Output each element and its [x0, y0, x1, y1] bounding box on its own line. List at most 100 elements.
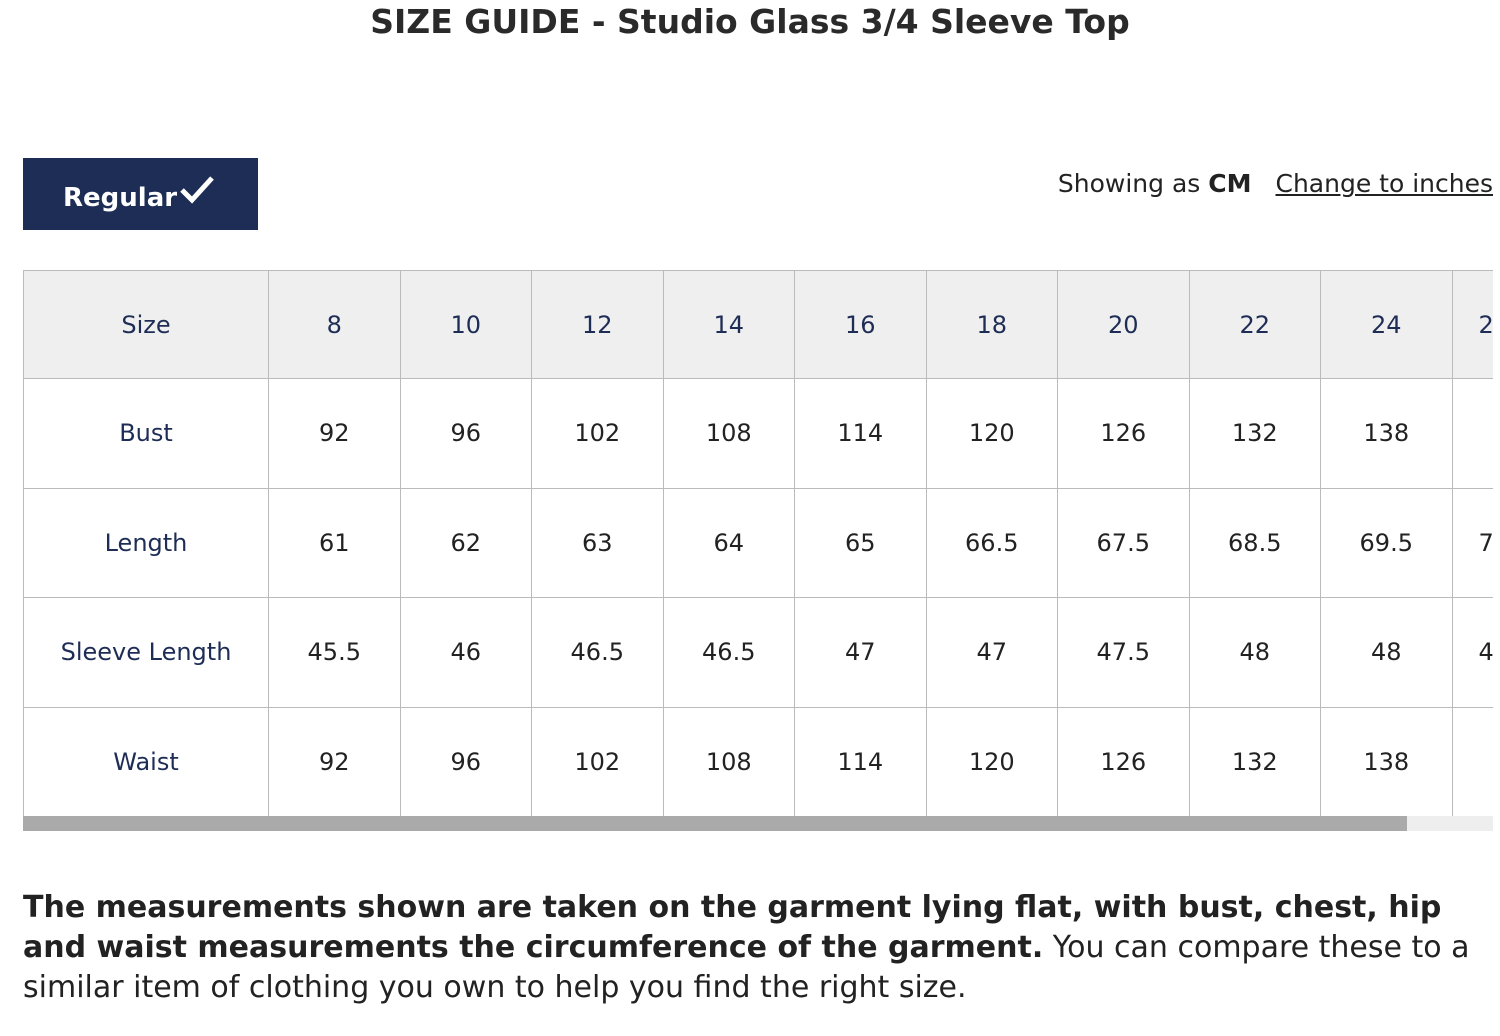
cell-text: 102: [574, 419, 621, 448]
value-cell: 114: [794, 706, 927, 817]
cell-text: 92: [318, 747, 350, 776]
cell-text: 18: [976, 310, 1008, 339]
header-cell: 2: [1451, 270, 1493, 379]
cell-text: 46.5: [702, 638, 756, 667]
fit-button[interactable]: Regular: [23, 158, 258, 230]
value-cell: 47: [794, 597, 927, 708]
value-cell: [1451, 706, 1493, 817]
cell-text: 132: [1231, 747, 1278, 776]
cell-text: 14: [713, 310, 745, 339]
value-cell: 46.5: [662, 597, 795, 708]
cell-text: Length: [104, 528, 188, 557]
row-label: Bust: [23, 378, 269, 489]
units: Showing as CM Change to inches: [1058, 166, 1493, 202]
cell-text: 61: [318, 528, 350, 557]
header-cell: 12: [531, 270, 664, 379]
header-cell: 8: [268, 270, 401, 379]
value-cell: 126: [1057, 706, 1190, 817]
value-cell: 62: [399, 487, 532, 598]
cell-text: 8: [326, 310, 342, 339]
cell-text: 96: [450, 747, 482, 776]
cell-text: Size: [121, 310, 171, 339]
value-cell: 126: [1057, 378, 1190, 489]
value-cell: 102: [531, 378, 664, 489]
value-cell: 46.5: [531, 597, 664, 708]
cell-text: 132: [1231, 419, 1278, 448]
value-cell: 4: [1451, 597, 1493, 708]
cell-text: 22: [1239, 310, 1271, 339]
fit-label: Regular: [63, 183, 178, 213]
scroll-thumb[interactable]: [23, 816, 1407, 831]
value-cell: 65: [794, 487, 927, 598]
value-cell: 64: [662, 487, 795, 598]
value-cell: 96: [399, 378, 532, 489]
value-cell: 92: [268, 378, 401, 489]
cell-text: 47.5: [1096, 638, 1150, 667]
cell-text: Sleeve Length: [60, 638, 232, 667]
units-current: CM: [1208, 169, 1252, 198]
cell-text: 120: [968, 419, 1015, 448]
note: The measurements shown are taken on the …: [23, 888, 1483, 1008]
cell-text: 46.5: [570, 638, 624, 667]
cell-text: 65: [844, 528, 876, 557]
row-label: Waist: [23, 706, 269, 817]
value-cell: 48: [1188, 597, 1321, 708]
header-cell: 14: [662, 270, 795, 379]
cell-text: 48: [1239, 638, 1271, 667]
cell-text: 24: [1370, 310, 1402, 339]
cell-text: 7: [1478, 528, 1494, 557]
change-units-link[interactable]: Change to inches: [1275, 169, 1494, 198]
value-cell: 108: [662, 706, 795, 817]
cell-text: 108: [705, 419, 752, 448]
cell-text: 126: [1100, 747, 1147, 776]
value-cell: 47: [925, 597, 1058, 708]
cell-text: 126: [1100, 419, 1147, 448]
cell-text: 16: [844, 310, 876, 339]
cell-text: 48: [1370, 638, 1402, 667]
value-cell: 138: [1320, 706, 1453, 817]
cell-text: 12: [581, 310, 613, 339]
value-cell: 138: [1320, 378, 1453, 489]
cell-text: 138: [1363, 419, 1410, 448]
cell-text: 64: [713, 528, 745, 557]
cell-text: 47: [976, 638, 1008, 667]
value-cell: 69.5: [1320, 487, 1453, 598]
cell-text: 62: [450, 528, 482, 557]
cell-text: 120: [968, 747, 1015, 776]
cell-text: 20: [1107, 310, 1139, 339]
value-cell: 120: [925, 706, 1058, 817]
cell-text: 102: [574, 747, 621, 776]
note-bold: The measurements shown are taken on the …: [23, 890, 1442, 965]
value-cell: [1451, 378, 1493, 489]
cell-text: 47: [844, 638, 876, 667]
value-cell: 67.5: [1057, 487, 1190, 598]
units-prefix: Showing as: [1057, 169, 1201, 198]
cell-text: 66.5: [965, 528, 1019, 557]
cell-text: 67.5: [1096, 528, 1150, 557]
cell-text: 45.5: [307, 638, 361, 667]
cell-text: Bust: [119, 419, 173, 448]
value-cell: 114: [794, 378, 927, 489]
cell-text: 114: [837, 747, 884, 776]
header-cell: 10: [399, 270, 532, 379]
cell-text: 10: [450, 310, 482, 339]
scrollbar[interactable]: [23, 816, 1493, 831]
cell-text: 46: [450, 638, 482, 667]
header-cell: 16: [794, 270, 927, 379]
header-cell: Size: [23, 270, 269, 379]
value-cell: 92: [268, 706, 401, 817]
header-cell: 18: [925, 270, 1058, 379]
value-cell: 102: [531, 706, 664, 817]
value-cell: 68.5: [1188, 487, 1321, 598]
size-table: Size 8 10 12 14 16 18 20 22 24 2 Bust 92 96 102 108 114 1…: [23, 270, 1493, 832]
cell-text: 96: [450, 419, 482, 448]
cell-text: 114: [837, 419, 884, 448]
note-text: You can compare these to a similar item …: [23, 930, 1470, 1005]
cell-text: Waist: [113, 747, 179, 776]
cell-text: 63: [581, 528, 613, 557]
value-cell: 132: [1188, 706, 1321, 817]
row-label: Length: [23, 487, 269, 598]
value-cell: 63: [531, 487, 664, 598]
value-cell: 96: [399, 706, 532, 817]
